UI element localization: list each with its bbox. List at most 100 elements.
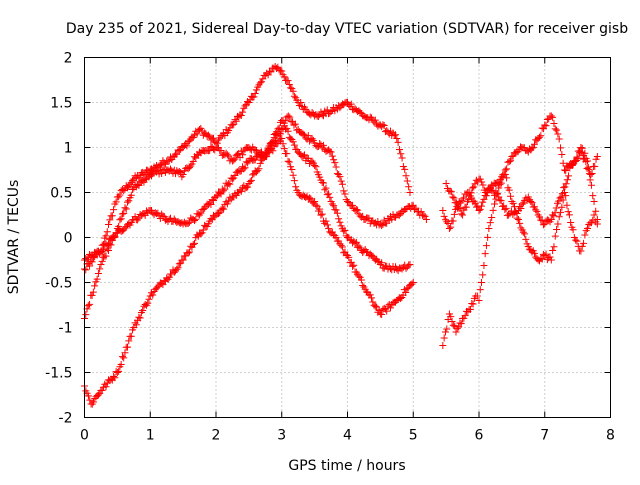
data-point (115, 222, 123, 230)
data-point (84, 392, 92, 400)
data-point (204, 131, 212, 139)
data-point (395, 145, 403, 153)
x-tick-label: 8 (606, 428, 615, 444)
data-point (356, 108, 364, 116)
data-point (402, 172, 410, 180)
data-point (535, 133, 543, 141)
data-point (457, 320, 465, 328)
data-point (560, 184, 568, 192)
data-point (225, 179, 233, 187)
data-point (480, 195, 488, 203)
x-tick-label: 4 (343, 428, 352, 444)
data-point (110, 206, 118, 214)
data-point (565, 211, 573, 219)
data-point (488, 213, 496, 221)
data-point (250, 93, 258, 101)
data-point (468, 300, 476, 308)
data-point (212, 193, 220, 201)
data-point (185, 248, 193, 256)
data-point (452, 328, 460, 336)
data-point (581, 231, 589, 239)
data-point (562, 167, 570, 175)
data-point (273, 128, 281, 136)
y-tick-label: 2 (64, 51, 73, 67)
data-point (332, 233, 340, 241)
data-point (351, 239, 359, 247)
data-point (559, 159, 567, 167)
data-point (386, 304, 394, 312)
data-point (105, 221, 113, 229)
data-point (284, 112, 292, 120)
data-point (316, 205, 324, 213)
data-point (87, 257, 95, 265)
data-point (550, 120, 558, 128)
data-point (240, 165, 248, 173)
data-point (244, 183, 252, 191)
data-point (189, 240, 197, 248)
data-point (533, 207, 541, 215)
data-point (220, 205, 228, 213)
data-point (251, 146, 259, 154)
data-point (328, 152, 336, 160)
data-point (108, 212, 116, 220)
data-point (216, 189, 224, 197)
data-point (503, 174, 511, 182)
data-point (578, 242, 586, 250)
data-point (121, 204, 129, 212)
data-point (192, 215, 200, 223)
data-point (587, 181, 595, 189)
data-point (496, 196, 504, 204)
data-point (551, 209, 559, 217)
data-point (241, 164, 249, 172)
data-point (217, 146, 225, 154)
data-point (323, 221, 331, 229)
data-point (357, 276, 365, 284)
data-point (326, 193, 334, 201)
data-point (460, 194, 468, 202)
data-point (175, 168, 183, 176)
data-point (591, 162, 599, 170)
data-point (209, 134, 217, 142)
data-point (286, 113, 294, 121)
data-point (312, 201, 320, 209)
data-point (376, 310, 384, 318)
data-point (113, 369, 121, 376)
data-point (237, 187, 245, 195)
data-point (106, 216, 114, 224)
data-point (316, 173, 324, 181)
x-tick-label: 3 (277, 428, 286, 444)
data-point (269, 147, 277, 155)
data-point (352, 238, 360, 246)
data-point (322, 217, 330, 225)
data-point (461, 312, 469, 320)
data-point (490, 200, 498, 208)
data-point (519, 228, 527, 236)
data-point (256, 79, 264, 87)
data-point (449, 193, 457, 201)
data-point (117, 361, 125, 368)
data-point (503, 165, 511, 173)
data-point (477, 279, 485, 287)
y-tick-label: -2 (59, 411, 73, 427)
data-point (528, 199, 536, 207)
data-point (111, 374, 119, 382)
data-point (337, 177, 345, 185)
data-point (185, 137, 193, 145)
data-point (306, 194, 314, 202)
data-point (522, 235, 530, 243)
data-point (394, 138, 402, 146)
data-point (228, 121, 236, 129)
data-point (318, 111, 326, 119)
data-point (558, 150, 566, 158)
data-point (417, 208, 425, 216)
data-point (218, 204, 226, 212)
data-point (502, 204, 510, 212)
data-point (562, 180, 570, 188)
data-point (175, 260, 183, 268)
data-point (184, 249, 192, 257)
data-point (340, 187, 348, 195)
data-point (118, 353, 126, 361)
data-point (513, 209, 521, 217)
data-point (129, 176, 137, 184)
data-point (292, 183, 300, 191)
